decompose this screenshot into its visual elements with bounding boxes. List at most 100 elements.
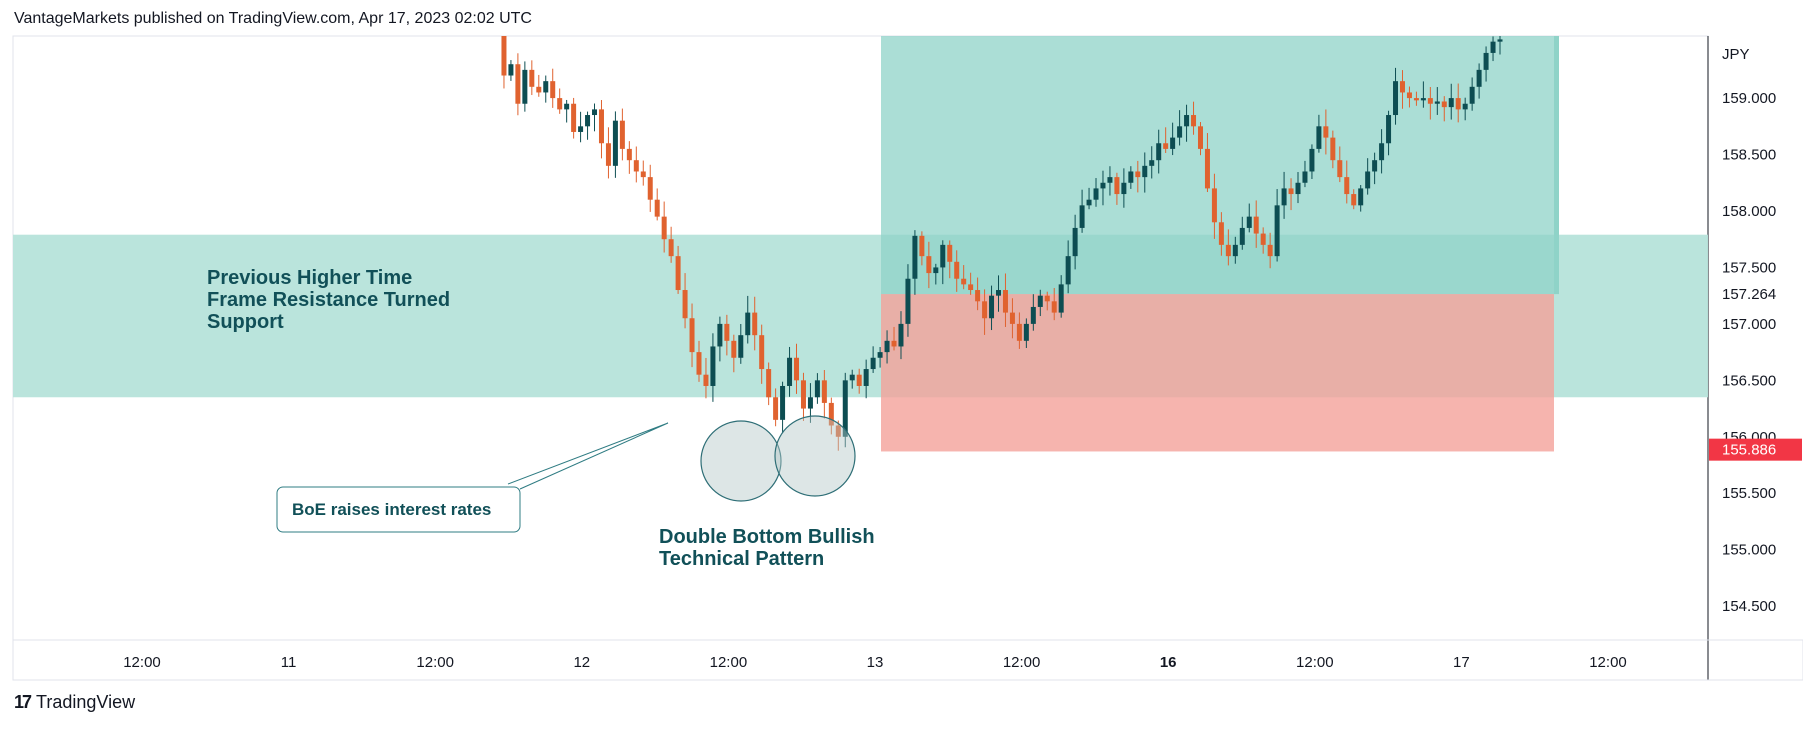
- candle-body: [508, 64, 514, 76]
- candle-body: [564, 103, 570, 110]
- candle-body: [1044, 295, 1050, 302]
- candle-body: [1009, 312, 1015, 324]
- candle-body: [1121, 182, 1127, 195]
- candle-body: [550, 81, 556, 99]
- candle-body: [877, 352, 883, 358]
- candle-body: [1079, 205, 1085, 228]
- candle-body: [1037, 295, 1043, 307]
- candle-body: [856, 374, 862, 386]
- candle-body: [1295, 182, 1301, 195]
- candle-body: [1490, 41, 1496, 53]
- candlestick-series: [501, 36, 1503, 451]
- candle-body: [536, 86, 542, 93]
- candle-body: [1232, 244, 1238, 257]
- zone-label-line: Support: [207, 311, 284, 333]
- background-zones: [13, 36, 1708, 452]
- x-tick-label: 12:00: [1589, 654, 1627, 671]
- candle-body: [1023, 323, 1029, 341]
- candle-body: [1072, 227, 1078, 257]
- candle-body: [1434, 101, 1440, 104]
- candle-body: [1309, 148, 1315, 172]
- y-tick-label: 157.500: [1722, 259, 1776, 276]
- candle-body: [522, 69, 528, 104]
- zone-label-line: Frame Resistance Turned: [207, 289, 450, 311]
- candle-body: [1399, 81, 1405, 93]
- candle-body: [1246, 216, 1252, 228]
- candle-body: [1302, 171, 1308, 183]
- candle-body: [703, 374, 709, 386]
- x-tick-label: 16: [1160, 654, 1177, 671]
- candle-body: [1093, 188, 1099, 200]
- candle-body: [1379, 143, 1385, 161]
- candle-body: [675, 256, 681, 291]
- candle-body: [884, 340, 890, 353]
- candle-body: [905, 278, 911, 324]
- pattern-label-line: Double Bottom Bullish: [659, 526, 875, 548]
- candle-body: [689, 318, 695, 353]
- candle-body: [1100, 182, 1106, 189]
- y-tick-label: 156.500: [1722, 372, 1776, 389]
- candle-body: [724, 323, 730, 341]
- pattern-label-line: Technical Pattern: [659, 548, 824, 570]
- price-axis: JPY 159.000 158.500 158.000 157.500 157.000 15…: [1709, 46, 1802, 615]
- x-tick-label: 12:00: [123, 654, 161, 671]
- candle-body: [773, 397, 779, 420]
- tradingview-logo[interactable]: 17 TradingView: [14, 692, 135, 713]
- candle-body: [1225, 244, 1231, 257]
- candle-body: [1441, 101, 1447, 108]
- candle-body: [1197, 126, 1203, 149]
- candle-body: [849, 374, 855, 381]
- candle-body: [612, 120, 618, 166]
- candle-body: [814, 380, 820, 398]
- candle-body: [626, 148, 632, 161]
- x-tick-label: 12:00: [1003, 654, 1041, 671]
- candle-body: [640, 171, 646, 178]
- candle-body: [1086, 199, 1092, 206]
- candle-body: [975, 290, 981, 302]
- current-price-badge: [1709, 438, 1802, 461]
- zone-label-line: Previous Higher Time: [207, 267, 412, 289]
- x-tick-label: 12:00: [1296, 654, 1334, 671]
- candle-body: [1267, 244, 1273, 257]
- candle-body: [800, 380, 806, 409]
- candle-body: [1497, 39, 1503, 42]
- candle-body: [1058, 284, 1064, 313]
- candle-body: [1107, 177, 1113, 183]
- y-tick-label: 155.000: [1722, 542, 1776, 559]
- candle-body: [870, 357, 876, 370]
- candle-body: [1344, 177, 1350, 195]
- x-tick-label: 12:00: [416, 654, 454, 671]
- y-tick-label: 154.500: [1722, 598, 1776, 615]
- candle-body: [1386, 115, 1392, 144]
- candle-body: [717, 323, 723, 347]
- candle-body: [1191, 115, 1197, 127]
- candle-body: [1016, 323, 1022, 341]
- candle-body: [661, 216, 667, 240]
- candle-body: [1448, 98, 1454, 108]
- candle-body: [501, 36, 507, 76]
- candle-body: [557, 98, 563, 110]
- candle-body: [1002, 290, 1008, 313]
- candle-body: [1204, 148, 1210, 189]
- candle-body: [1149, 160, 1155, 166]
- candle-body: [1469, 86, 1475, 104]
- candle-body: [898, 323, 904, 347]
- candle-body: [1483, 52, 1489, 70]
- candle-body: [1218, 222, 1224, 245]
- profit-zone-edge: [1554, 36, 1559, 295]
- candle-body: [647, 177, 653, 200]
- candle-body: [1413, 98, 1419, 101]
- candle-body: [1476, 69, 1482, 87]
- candle-body: [1163, 143, 1169, 149]
- candle-body: [1455, 98, 1461, 110]
- callout-box: [276, 486, 521, 533]
- candle-body: [1065, 256, 1071, 285]
- candle-body: [821, 380, 827, 403]
- x-tick-label: 17: [1453, 654, 1470, 671]
- candle-body: [780, 385, 786, 420]
- candle-body: [1393, 81, 1399, 116]
- double-bottom-circle-left: [700, 420, 782, 502]
